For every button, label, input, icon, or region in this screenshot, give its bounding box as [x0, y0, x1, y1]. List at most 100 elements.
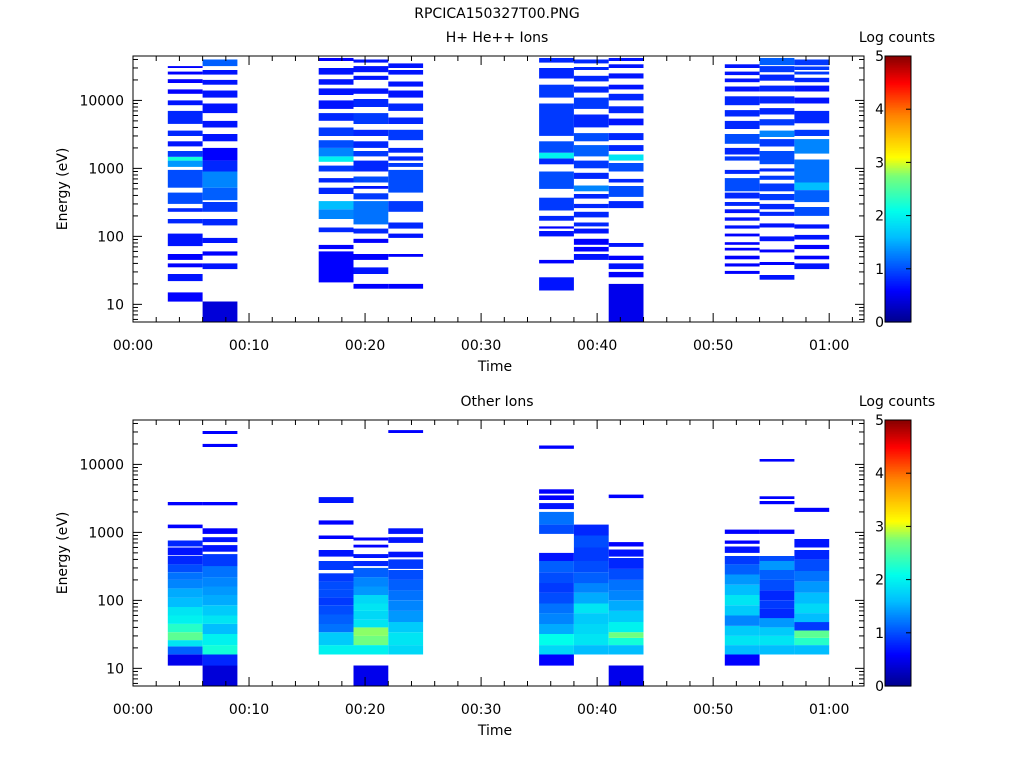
heatmap-cell: [608, 154, 644, 161]
colorbar-strip: [885, 664, 911, 667]
heatmap-cell: [353, 160, 389, 172]
heatmap-cell: [573, 145, 609, 157]
colorbar-strip: [885, 599, 911, 602]
heatmap-cell: [724, 556, 760, 565]
y-tick-label: 10: [106, 661, 124, 677]
y-tick-label: 10000: [79, 93, 124, 109]
x-tick-label: 00:30: [461, 338, 501, 354]
heatmap-cell: [318, 88, 354, 95]
heatmap-cell: [539, 623, 574, 634]
colorbar-strip: [885, 674, 911, 677]
heatmap-cell: [794, 234, 830, 240]
colorbar-strip: [885, 508, 911, 511]
heatmap-cell: [167, 79, 203, 83]
colorbar-strip: [885, 579, 911, 582]
colorbar-strip: [885, 523, 911, 526]
colorbar-strip: [885, 612, 911, 616]
colorbar-strip: [885, 463, 911, 466]
colorbar-strip: [885, 627, 911, 631]
colorbar-strip: [885, 571, 911, 574]
colorbar-strip: [885, 149, 911, 152]
colorbar-strip: [885, 561, 911, 564]
colorbar-tick-label: 3: [875, 519, 884, 535]
heatmap-cell: [318, 632, 354, 646]
heatmap-cell: [388, 201, 424, 212]
panel-other-ions: Other Ions 00:00 00:10 00:20 00:30 00:40 00:5…: [55, 394, 935, 739]
heatmap-cell: [794, 85, 830, 92]
heatmap-cell: [573, 603, 609, 614]
colorbar-strip: [885, 312, 911, 315]
colorbar-strip: [885, 87, 911, 90]
colorbar-strip: [885, 611, 911, 614]
heatmap-cell: [167, 263, 203, 268]
colorbar-strip: [885, 538, 911, 541]
colorbar-strip: [885, 548, 911, 551]
colorbar-strip: [885, 444, 911, 448]
x-tick-label: 00:50: [693, 338, 733, 354]
colorbar-strip: [885, 656, 911, 659]
heatmap-cell: [539, 592, 574, 604]
heatmap-cell: [724, 270, 760, 274]
colorbar-strip: [885, 185, 911, 188]
colorbar-strip: [885, 506, 911, 509]
colorbar-strip: [885, 549, 911, 552]
heatmap-cell: [759, 262, 795, 265]
colorbar-strip: [885, 119, 911, 122]
colorbar-strip: [885, 228, 911, 232]
colorbar-strip: [885, 644, 911, 647]
heatmap-cell: [353, 603, 389, 611]
heatmap-cell: [724, 564, 760, 575]
heatmap-cell: [724, 584, 760, 595]
colorbar-strip: [885, 534, 911, 537]
colorbar-strip: [885, 528, 911, 531]
colorbar-strip: [885, 95, 911, 99]
heatmap-cell: [353, 75, 389, 80]
colorbar-strip: [885, 514, 911, 518]
colorbar-strip: [885, 215, 911, 218]
colorbar-strip: [885, 167, 911, 170]
colorbar-strip: [885, 227, 911, 230]
heatmap-cell: [794, 559, 830, 571]
heatmap-cell: [353, 577, 389, 587]
heatmap-cell: [539, 561, 574, 573]
heatmap-cell: [202, 147, 238, 161]
heatmap-cell: [794, 59, 830, 66]
colorbar-strip: [885, 631, 911, 634]
colorbar-strip: [885, 681, 911, 684]
colorbar-strip: [885, 572, 911, 576]
heatmap-cell: [167, 292, 203, 302]
heatmap-cell: [353, 561, 389, 567]
colorbar-strip: [885, 488, 911, 491]
colorbar-strip: [885, 559, 911, 562]
heatmap-cell: [573, 583, 609, 593]
colorbar-strip: [885, 669, 911, 672]
colorbar-strip: [885, 446, 911, 449]
heatmap-cell: [759, 211, 795, 216]
colorbar-strip: [885, 684, 911, 687]
x-tick-label: 01:00: [809, 338, 849, 354]
heatmap-cell: [353, 554, 389, 558]
colorbar-strip: [885, 99, 911, 102]
heatmap-cell: [167, 579, 203, 589]
heatmap-cell: [724, 209, 760, 214]
colorbar-strip: [885, 629, 911, 632]
colorbar-strip: [885, 159, 911, 162]
colorbar-strip: [885, 257, 911, 260]
heatmap-cell: [167, 208, 203, 212]
heatmap-cell: [167, 233, 203, 247]
heatmap-cell: [794, 603, 830, 614]
y-axis-label: Energy (eV): [55, 148, 71, 231]
colorbar-strip: [885, 217, 911, 220]
colorbar-strip: [885, 100, 911, 104]
heatmap-cell: [167, 540, 203, 547]
colorbar-strip: [885, 57, 911, 60]
colorbar-strip: [885, 456, 911, 459]
colorbar-strip: [885, 135, 911, 139]
colorbar-strip: [885, 243, 911, 247]
colorbar-strip: [885, 64, 911, 67]
colorbar-strip: [885, 667, 911, 670]
heatmap-cell: [794, 581, 830, 593]
heatmap-cell: [759, 85, 795, 92]
heatmap-cell: [759, 74, 795, 81]
colorbar-tick-label: 4: [875, 102, 884, 118]
